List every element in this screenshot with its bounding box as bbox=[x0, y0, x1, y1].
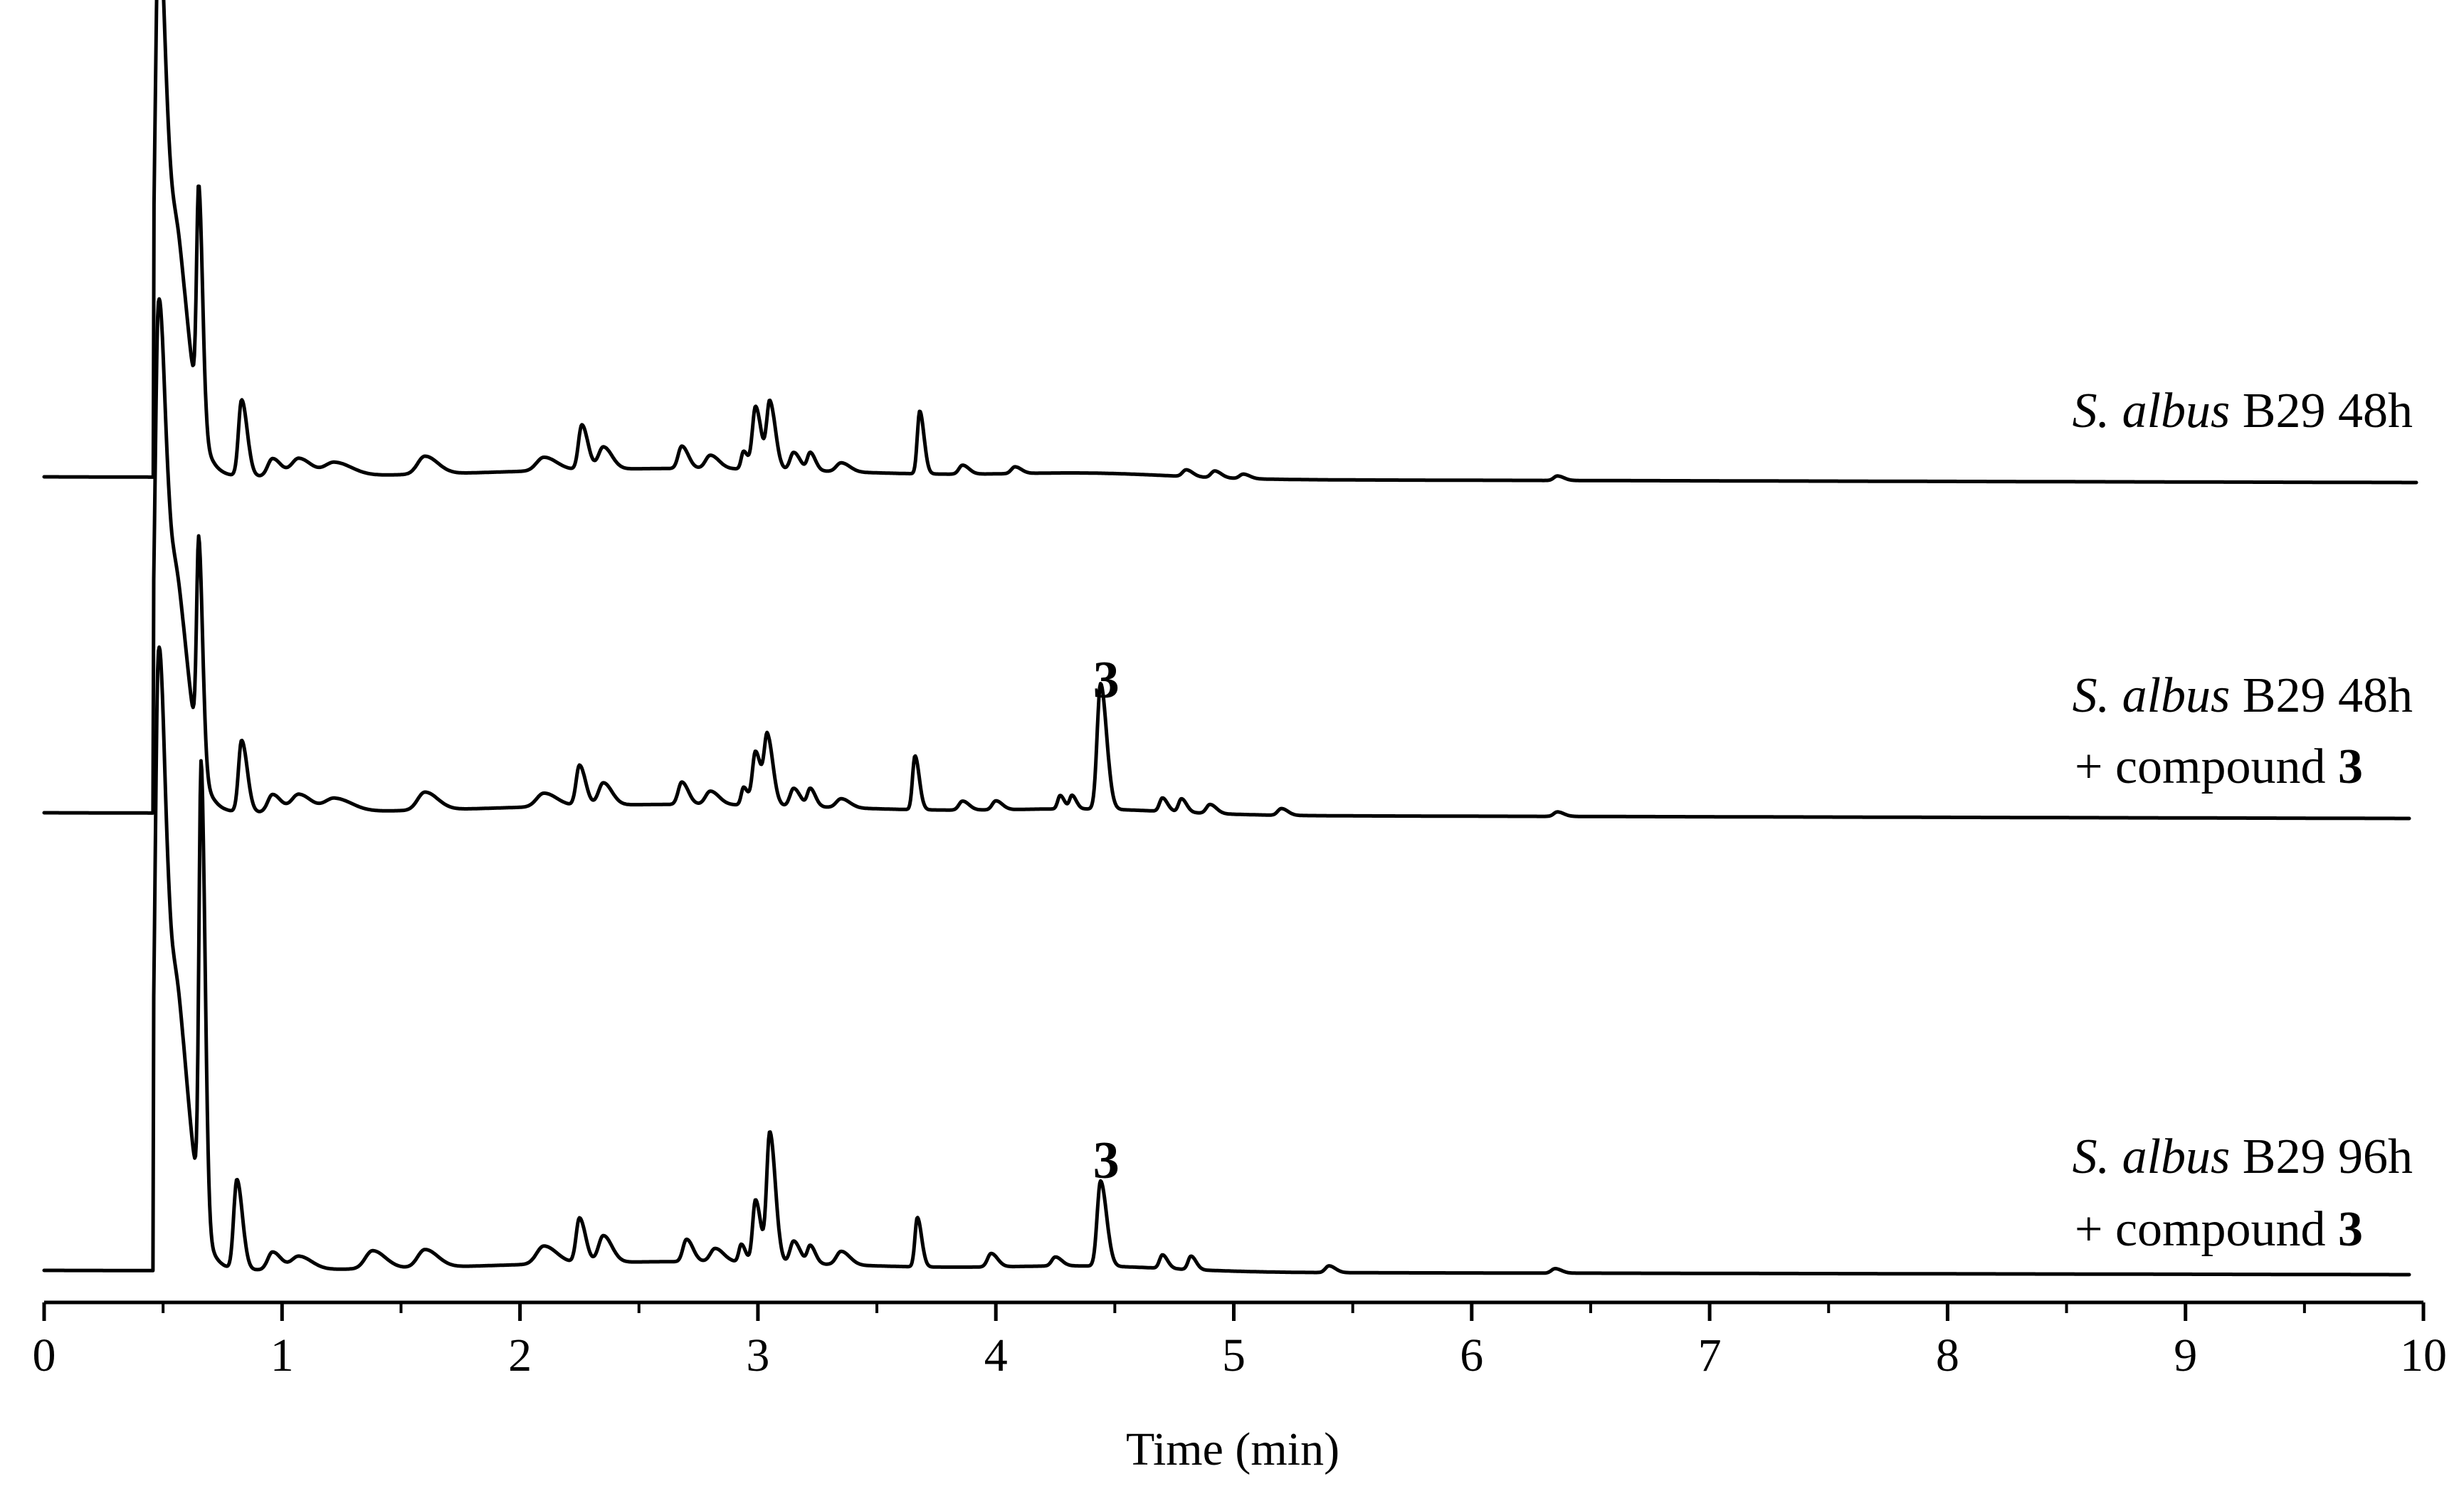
trace-label-species: S. albus bbox=[2073, 384, 2231, 438]
x-tick-label: 6 bbox=[1460, 1329, 1483, 1381]
x-tick-label: 0 bbox=[33, 1329, 56, 1381]
x-tick-label: 10 bbox=[2400, 1329, 2447, 1381]
chromatogram-traces bbox=[42, 0, 2418, 1277]
x-axis-ticks bbox=[42, 1302, 2426, 1321]
trace-label-compound-number: 3 bbox=[2338, 1202, 2363, 1257]
trace-label-species: S. albus bbox=[2073, 668, 2231, 723]
trace-label-compound-number: 3 bbox=[2338, 739, 2363, 794]
trace-label-additive: + compound bbox=[2075, 1202, 2338, 1257]
x-axis-title: Time (min) bbox=[1126, 1423, 1339, 1475]
x-tick-label: 7 bbox=[1698, 1329, 1722, 1381]
x-axis: 0 1 2 3 4 5 6 7 8 9 10 Time (min) bbox=[33, 1300, 2448, 1475]
trace-3-label-line2: + compound 3 bbox=[2075, 1202, 2363, 1257]
x-tick-label: 5 bbox=[1222, 1329, 1246, 1381]
peak-annotation-3: 3 bbox=[1093, 1132, 1120, 1190]
trace-label-strain: B29 48h bbox=[2230, 384, 2413, 438]
trace-1-label: S. albus B29 48h bbox=[2073, 384, 2413, 438]
x-tick-label: 8 bbox=[1936, 1329, 1959, 1381]
x-axis-tick-labels: 0 1 2 3 4 5 6 7 8 9 10 bbox=[33, 1329, 2448, 1381]
trace-2 bbox=[42, 297, 2411, 821]
x-tick-label: 9 bbox=[2174, 1329, 2197, 1381]
x-tick-label: 3 bbox=[746, 1329, 769, 1381]
trace-1 bbox=[42, 0, 2418, 485]
trace-3-label: S. albus B29 96h bbox=[2073, 1129, 2413, 1184]
peak-annotation-2: 3 bbox=[1093, 651, 1120, 710]
x-tick-label: 2 bbox=[508, 1329, 532, 1381]
trace-label-strain: B29 96h bbox=[2230, 1129, 2413, 1184]
x-tick-label: 4 bbox=[984, 1329, 1008, 1381]
trace-label-strain: B29 48h bbox=[2230, 668, 2413, 723]
trace-2-label: S. albus B29 48h bbox=[2073, 668, 2413, 723]
trace-3 bbox=[42, 645, 2411, 1277]
x-tick-label: 1 bbox=[270, 1329, 294, 1381]
trace-label-additive: + compound bbox=[2075, 739, 2338, 794]
trace-2-label-line2: + compound 3 bbox=[2075, 739, 2363, 794]
peak-annotations: 33 bbox=[1093, 651, 1120, 1190]
trace-label-species: S. albus bbox=[2073, 1129, 2231, 1184]
